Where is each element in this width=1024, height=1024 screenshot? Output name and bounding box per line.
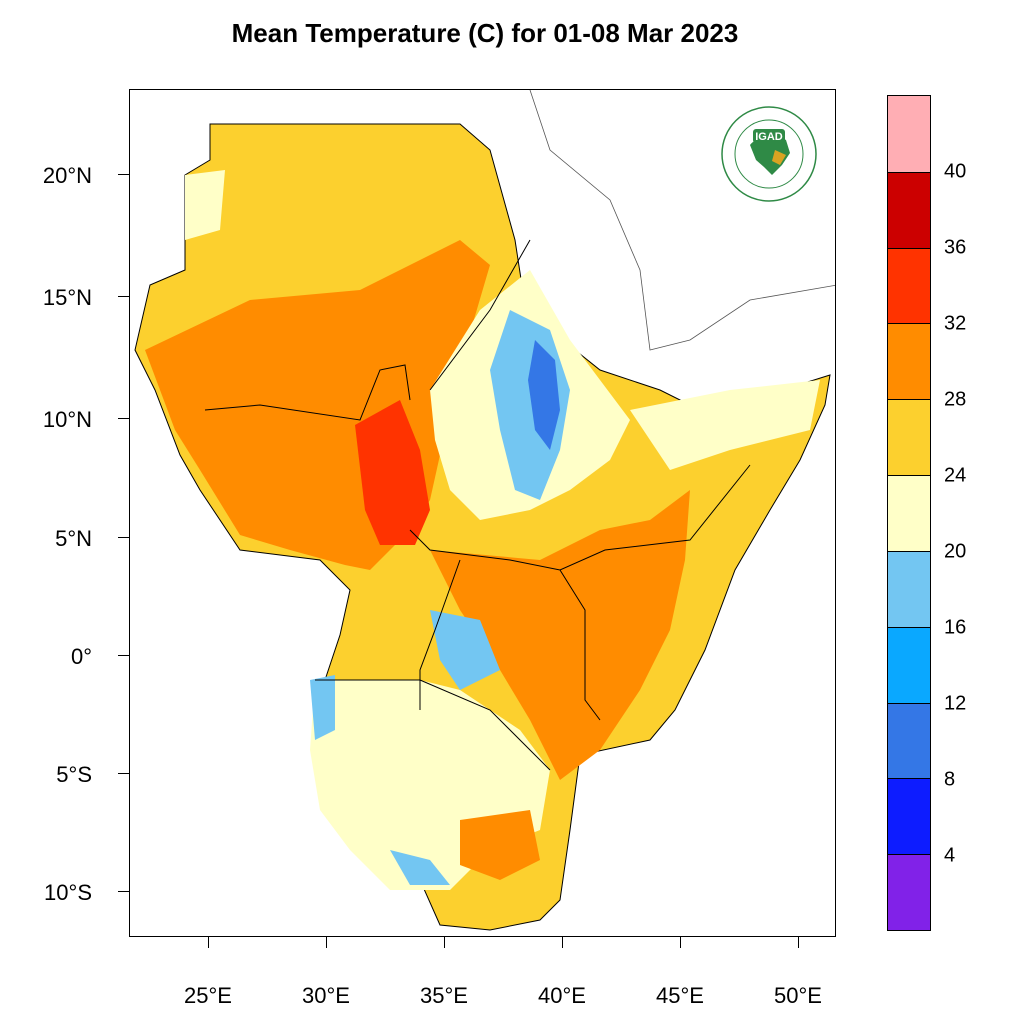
lat-tick-10n — [118, 418, 129, 419]
cbar-label-12: 12 — [944, 692, 967, 715]
colorbar-swatch — [888, 171, 930, 248]
colorbar-swatch — [888, 96, 930, 172]
lon-label-30e: 30°E — [302, 983, 350, 1008]
colorbar-swatch — [888, 702, 930, 779]
lon-label-35e: 35°E — [420, 983, 468, 1008]
lon-label-40e: 40°E — [538, 983, 586, 1008]
region-pale-northwest — [185, 170, 225, 240]
region-orange-east — [430, 490, 690, 780]
lat-tick-5n — [118, 537, 129, 538]
cbar-label-28: 28 — [944, 388, 967, 411]
coastline-arabia — [529, 90, 835, 351]
colorbar-swatch — [888, 323, 930, 400]
lat-label-15n: 15°N — [42, 285, 92, 310]
region-south-cool — [390, 850, 450, 885]
lat-tick-15n — [118, 296, 129, 297]
igad-logo: IGAD — [721, 106, 817, 202]
cbar-label-36: 36 — [944, 236, 967, 259]
lon-label-45e: 45°E — [656, 983, 704, 1008]
colorbar-swatch — [888, 778, 930, 855]
region-highlands-cold — [528, 340, 560, 450]
cbar-label-4: 4 — [944, 844, 956, 867]
lat-label-20n: 20°N — [42, 163, 92, 188]
lat-tick-20n — [118, 174, 129, 175]
lon-tick-25e — [208, 937, 209, 948]
cbar-label-32: 32 — [944, 312, 967, 335]
colorbar-swatch — [888, 475, 930, 551]
colorbar-swatch — [888, 550, 930, 627]
lat-tick-10s — [118, 891, 129, 892]
lon-tick-30e — [326, 937, 327, 948]
lat-label-5s: 5°S — [56, 762, 92, 787]
colorbar — [887, 95, 931, 931]
lon-tick-45e — [680, 937, 681, 948]
map-title: Mean Temperature (C) for 01-08 Mar 2023 — [231, 18, 739, 48]
region-east-pale — [630, 380, 820, 470]
lon-tick-50e — [798, 937, 799, 948]
lon-tick-35e — [444, 937, 445, 948]
lat-tick-5s — [118, 773, 129, 774]
lat-label-5n: 5°N — [55, 526, 92, 551]
colorbar-swatch — [888, 854, 930, 930]
map-panel: IGAD — [129, 89, 836, 937]
lat-label-0: 0° — [70, 644, 92, 669]
cbar-label-40: 40 — [944, 160, 967, 183]
region-west-cool — [310, 675, 335, 740]
colorbar-swatch — [888, 626, 930, 703]
country-borders — [204, 239, 751, 771]
lat-label-10n: 10°N — [42, 407, 92, 432]
cbar-label-8: 8 — [944, 768, 956, 791]
region-red — [355, 400, 430, 545]
logo-text: IGAD — [755, 131, 783, 143]
lon-tick-40e — [562, 937, 563, 948]
colorbar-swatch — [888, 247, 930, 324]
cbar-label-16: 16 — [944, 616, 967, 639]
cbar-label-20: 20 — [944, 540, 967, 563]
region-lake-highlands — [430, 610, 500, 690]
lat-tick-0 — [118, 655, 129, 656]
lon-label-50e: 50°E — [774, 983, 822, 1008]
lon-label-25e: 25°E — [184, 983, 232, 1008]
colorbar-swatch — [888, 399, 930, 476]
temperature-map — [134, 90, 835, 931]
cbar-label-24: 24 — [944, 464, 967, 487]
lat-label-10s: 10°S — [44, 880, 92, 905]
region-orange-southeast — [460, 810, 540, 880]
